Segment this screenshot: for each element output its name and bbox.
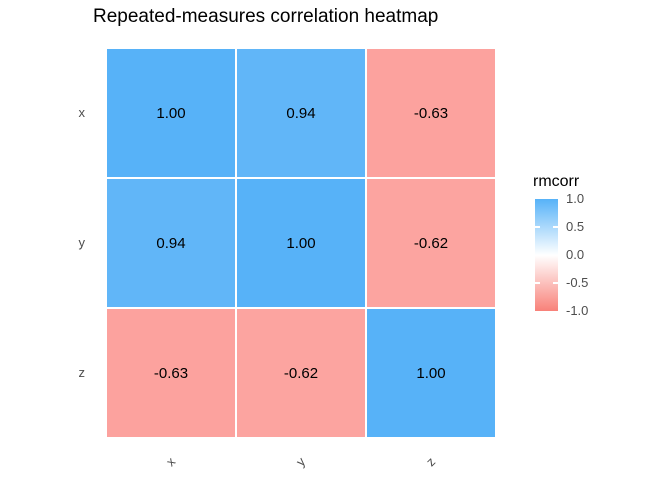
cell-value-label: -0.63 [153,364,189,382]
heatmap-cell: 0.94 [107,179,235,307]
legend-tick-label: 0.5 [566,219,585,234]
heatmap-panel: 1.00 0.94 -0.63 0.94 1.00 -0.62 -0.63 -0.62 1.00 [107,49,495,437]
cell-value-label: -0.62 [413,234,449,252]
cell-value-label: -0.63 [413,104,449,122]
y-axis-label: x [78,105,86,120]
heatmap-cell: -0.63 [367,49,495,177]
y-axis-label: y [78,235,86,250]
cell-value-label: 1.00 [286,234,316,252]
legend-tick-label: 1.0 [566,191,585,206]
legend-tick-mark [535,226,540,228]
legend-colorbar [535,199,558,311]
heatmap-cell: 0.94 [237,49,365,177]
x-axis-label: x [163,454,179,470]
heatmap-cell: -0.62 [237,309,365,437]
cell-value-label: -0.62 [283,364,319,382]
legend-tick-mark [535,282,540,284]
x-axis-label: y [293,454,309,470]
plot-title: Repeated-measures correlation heatmap [93,6,439,27]
heatmap-cell: -0.63 [107,309,235,437]
y-axis-label: z [78,365,86,380]
x-axis-label: z [423,454,439,470]
legend-tick-mark [553,226,558,228]
cell-value-label: 1.00 [416,364,446,382]
heatmap-cell: 1.00 [237,179,365,307]
legend-tick-label: -1.0 [566,303,589,318]
legend-tick-label: 0.0 [566,247,585,262]
legend-title: rmcorr [533,173,580,190]
heatmap-cell: -0.62 [367,179,495,307]
heatmap-cell: 1.00 [367,309,495,437]
cell-value-label: 0.94 [286,104,316,122]
legend-tick-label: -0.5 [566,275,589,290]
heatmap-cell: 1.00 [107,49,235,177]
cell-value-label: 0.94 [156,234,186,252]
cell-value-label: 1.00 [156,104,186,122]
legend-tick-mark [553,282,558,284]
